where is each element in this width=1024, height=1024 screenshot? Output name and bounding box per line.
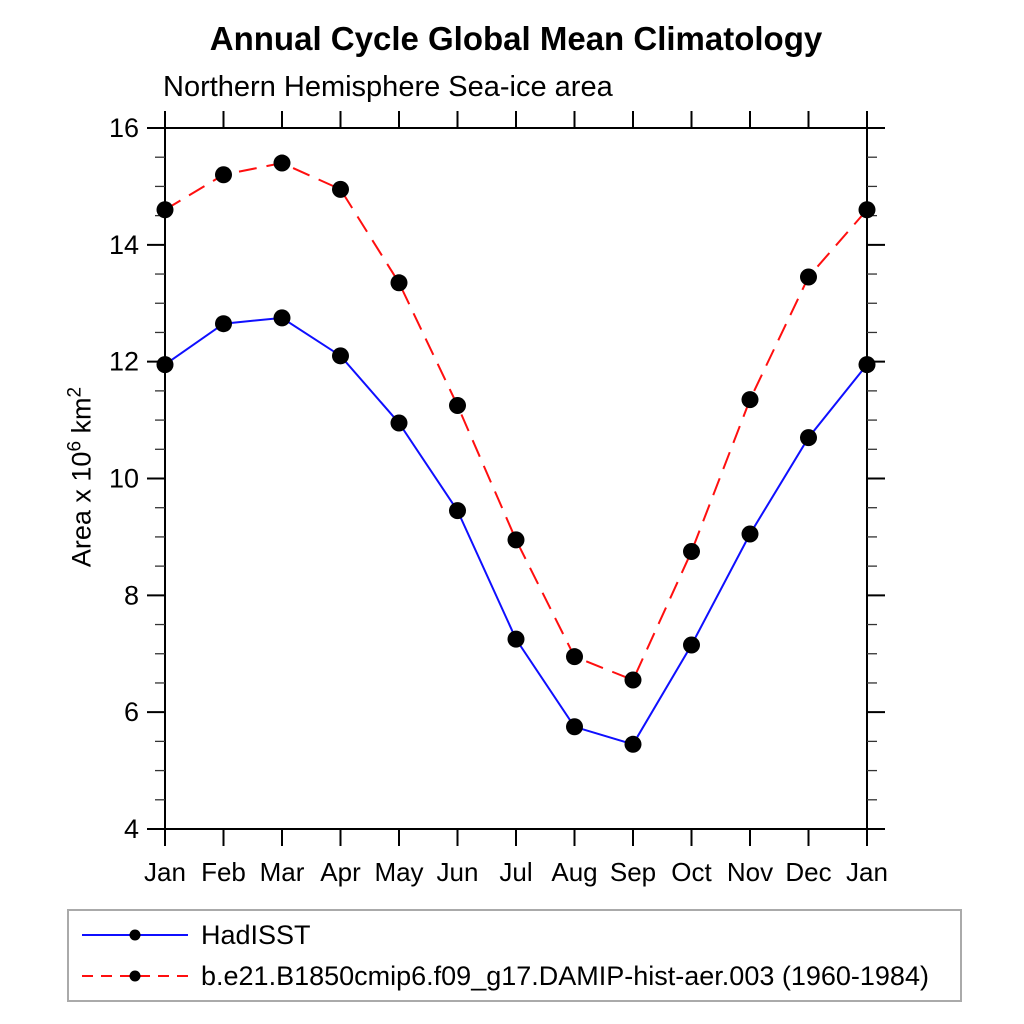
series-line-1 <box>164 162 868 682</box>
plot-frame <box>164 127 868 830</box>
x-tick-label: Nov <box>727 857 773 887</box>
data-point-marker-0 <box>449 502 466 520</box>
data-point-marker-0 <box>215 315 232 333</box>
y-tick-label: 4 <box>124 814 139 844</box>
data-point-marker-1 <box>332 180 349 198</box>
series-line-0 <box>164 316 868 746</box>
chart-title: Annual Cycle Global Mean Climatology <box>209 20 823 57</box>
data-point-marker-0 <box>566 718 583 736</box>
data-point-marker-1 <box>800 268 817 286</box>
legend-item-model: b.e21.B1850cmip6.f09_g17.DAMIP-hist-aer.… <box>78 960 929 991</box>
chart-subtitle: Northern Hemisphere Sea-ice area <box>163 71 613 103</box>
data-point-marker-0 <box>624 735 642 753</box>
data-point-marker-1 <box>449 396 466 414</box>
x-tick-label: Aug <box>551 857 597 887</box>
data-point-marker-1 <box>215 166 232 184</box>
data-point-marker-0 <box>390 414 408 432</box>
data-point-marker-1 <box>507 531 525 549</box>
data-point-marker-0 <box>683 636 700 654</box>
hadisst-line-swatch <box>82 929 188 941</box>
x-tick-label: Feb <box>201 857 246 887</box>
x-tick-label: Jun <box>437 857 479 887</box>
legend-item-hadisst: HadISST <box>78 919 311 950</box>
data-point-marker-1 <box>683 543 700 561</box>
x-tick-label: Jan <box>144 857 186 887</box>
data-point-marker-0 <box>332 347 349 365</box>
y-tick-label: 8 <box>124 580 139 610</box>
x-tick-label: Apr <box>320 857 361 887</box>
data-point-marker-0 <box>507 630 525 648</box>
x-tick-label: Mar <box>260 857 305 887</box>
x-tick-label: May <box>374 857 423 887</box>
data-point-marker-1 <box>390 274 408 292</box>
legend-label-hadisst: HadISST <box>201 919 311 950</box>
legend-label-model: b.e21.B1850cmip6.f09_g17.DAMIP-hist-aer.… <box>201 960 929 991</box>
data-point-marker-0 <box>273 309 291 327</box>
y-tick-label: 12 <box>109 347 139 377</box>
data-point-marker-1 <box>624 671 642 689</box>
legend: HadISST b.e21.B1850cmip6.f09_g17.DAMIP-h… <box>67 909 962 1002</box>
y-tick-label: 14 <box>109 230 139 260</box>
y-tick-label: 10 <box>109 464 139 494</box>
data-point-marker-1 <box>566 648 583 666</box>
y-tick-label: 16 <box>109 113 139 143</box>
x-tick-label: Jul <box>499 857 532 887</box>
data-point-marker-0 <box>858 356 876 374</box>
data-point-marker-1 <box>156 201 174 219</box>
y-tick-label: 6 <box>124 697 139 727</box>
x-tick-label: Dec <box>785 857 831 887</box>
data-point-marker-1 <box>858 201 876 219</box>
data-point-marker-0 <box>741 525 759 543</box>
data-point-marker-1 <box>273 154 291 172</box>
x-tick-label: Oct <box>671 857 712 887</box>
x-tick-label: Sep <box>610 857 656 887</box>
x-tick-label: Jan <box>846 857 888 887</box>
data-point-marker-0 <box>800 429 817 447</box>
data-point-marker-1 <box>741 391 759 409</box>
model-line-swatch <box>82 970 188 982</box>
data-point-marker-0 <box>156 356 174 374</box>
